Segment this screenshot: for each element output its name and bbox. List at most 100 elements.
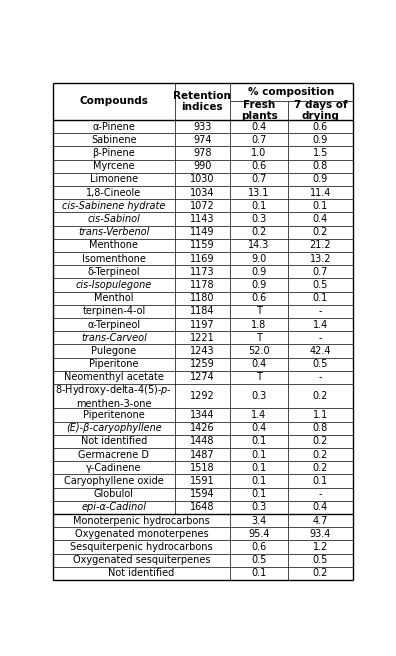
Text: 1034: 1034	[190, 188, 215, 197]
Text: 0.1: 0.1	[313, 201, 328, 211]
Text: 1180: 1180	[190, 293, 215, 303]
Text: cis-Sabinene hydrate: cis-Sabinene hydrate	[62, 201, 166, 211]
Text: 990: 990	[193, 161, 211, 171]
Text: 974: 974	[193, 135, 211, 145]
Text: 52.0: 52.0	[248, 346, 270, 356]
Text: 1.4: 1.4	[313, 319, 328, 330]
Text: 0.3: 0.3	[251, 214, 267, 224]
Text: Compounds: Compounds	[80, 96, 148, 106]
Text: 42.4: 42.4	[310, 346, 331, 356]
Text: -: -	[319, 373, 322, 382]
Text: Not identified: Not identified	[81, 436, 147, 446]
Text: -: -	[319, 306, 322, 316]
Text: terpinen-4-ol: terpinen-4-ol	[82, 306, 146, 316]
Text: 933: 933	[193, 121, 211, 132]
Text: 0.7: 0.7	[251, 135, 267, 145]
Text: 21.2: 21.2	[310, 241, 331, 251]
Text: 1243: 1243	[190, 346, 215, 356]
Text: 0.4: 0.4	[251, 423, 267, 433]
Text: 4.7: 4.7	[313, 516, 328, 525]
Text: 1169: 1169	[190, 254, 215, 264]
Text: cis-Sabinol: cis-Sabinol	[88, 214, 141, 224]
Text: (E)-β-caryophyllene: (E)-β-caryophyllene	[66, 423, 162, 433]
Text: 1149: 1149	[190, 227, 215, 237]
Text: 0.6: 0.6	[313, 121, 328, 132]
Text: 0.1: 0.1	[251, 436, 267, 446]
Text: 0.1: 0.1	[313, 476, 328, 486]
Text: cis-Isopulegone: cis-Isopulegone	[76, 280, 152, 290]
Text: 0.7: 0.7	[251, 174, 267, 184]
Text: Piperitone: Piperitone	[89, 359, 139, 369]
Text: 1448: 1448	[190, 436, 215, 446]
Text: 1173: 1173	[190, 267, 215, 277]
Text: 1.0: 1.0	[251, 148, 267, 158]
Text: 13.1: 13.1	[248, 188, 270, 197]
Text: 7 days of
drying: 7 days of drying	[293, 100, 347, 121]
Text: 0.4: 0.4	[313, 502, 328, 512]
Text: Germacrene D: Germacrene D	[78, 449, 149, 460]
Text: 1159: 1159	[190, 241, 215, 251]
Text: 0.5: 0.5	[313, 280, 328, 290]
Text: Caryophyllene oxide: Caryophyllene oxide	[64, 476, 164, 486]
Text: Oxygenated sesquiterpenes: Oxygenated sesquiterpenes	[73, 555, 210, 565]
Text: 1426: 1426	[190, 423, 215, 433]
Text: 0.6: 0.6	[251, 542, 267, 552]
Text: Retention
indices: Retention indices	[173, 91, 231, 112]
Text: 3.4: 3.4	[251, 516, 267, 525]
Text: Isomenthone: Isomenthone	[82, 254, 146, 264]
Text: Pulegone: Pulegone	[91, 346, 137, 356]
Text: epi-α-Cadinol: epi-α-Cadinol	[82, 502, 147, 512]
Text: -: -	[319, 333, 322, 343]
Text: 0.2: 0.2	[313, 568, 328, 579]
Text: trans-Verbenol: trans-Verbenol	[78, 227, 150, 237]
Text: 0.2: 0.2	[313, 227, 328, 237]
Text: 0.2: 0.2	[251, 227, 267, 237]
Text: T: T	[256, 333, 262, 343]
Text: α-Terpineol: α-Terpineol	[88, 319, 141, 330]
Text: δ-Terpineol: δ-Terpineol	[88, 267, 140, 277]
Text: -: -	[319, 489, 322, 499]
Text: 0.9: 0.9	[251, 267, 267, 277]
Text: 13.2: 13.2	[310, 254, 331, 264]
Text: 0.5: 0.5	[313, 555, 328, 565]
Text: % composition: % composition	[248, 87, 334, 97]
Text: 0.5: 0.5	[313, 359, 328, 369]
Text: Sabinene: Sabinene	[91, 135, 137, 145]
Text: β-Pinene: β-Pinene	[93, 148, 135, 158]
Text: 0.2: 0.2	[313, 436, 328, 446]
Text: γ-Cadinene: γ-Cadinene	[86, 462, 142, 473]
Text: 0.5: 0.5	[251, 555, 267, 565]
Text: 1072: 1072	[190, 201, 215, 211]
Text: 0.1: 0.1	[251, 462, 267, 473]
Text: 1344: 1344	[190, 410, 215, 420]
Text: 1594: 1594	[190, 489, 215, 499]
Text: 1030: 1030	[190, 174, 215, 184]
Text: 0.9: 0.9	[251, 280, 267, 290]
Text: 1292: 1292	[190, 391, 215, 401]
Text: Piperitenone: Piperitenone	[83, 410, 145, 420]
Text: 95.4: 95.4	[248, 529, 270, 539]
Text: Myrcene: Myrcene	[93, 161, 135, 171]
Text: 1487: 1487	[190, 449, 215, 460]
Text: 11.4: 11.4	[310, 188, 331, 197]
Text: Neomenthyl acetate: Neomenthyl acetate	[64, 373, 164, 382]
Text: Limonene: Limonene	[90, 174, 138, 184]
Text: 1518: 1518	[190, 462, 215, 473]
Text: 0.6: 0.6	[251, 161, 267, 171]
Text: 1184: 1184	[190, 306, 215, 316]
Text: 8-Hydroxy-delta-4(5)-$p$-
menthen-3-one: 8-Hydroxy-delta-4(5)-$p$- menthen-3-one	[55, 383, 173, 409]
Text: Monoterpenic hydrocarbons: Monoterpenic hydrocarbons	[73, 516, 210, 525]
Text: α-Pinene: α-Pinene	[93, 121, 135, 132]
Text: 1.1: 1.1	[313, 410, 328, 420]
Text: 0.4: 0.4	[251, 121, 267, 132]
Text: 1648: 1648	[190, 502, 215, 512]
Text: 978: 978	[193, 148, 211, 158]
Text: Menthone: Menthone	[89, 241, 139, 251]
Text: T: T	[256, 373, 262, 382]
Text: 0.3: 0.3	[251, 391, 267, 401]
Text: Sesquiterpenic hydrocarbons: Sesquiterpenic hydrocarbons	[70, 542, 213, 552]
Text: Fresh
plants: Fresh plants	[241, 100, 278, 121]
Text: 0.2: 0.2	[313, 449, 328, 460]
Text: 0.4: 0.4	[313, 214, 328, 224]
Text: 1197: 1197	[190, 319, 215, 330]
